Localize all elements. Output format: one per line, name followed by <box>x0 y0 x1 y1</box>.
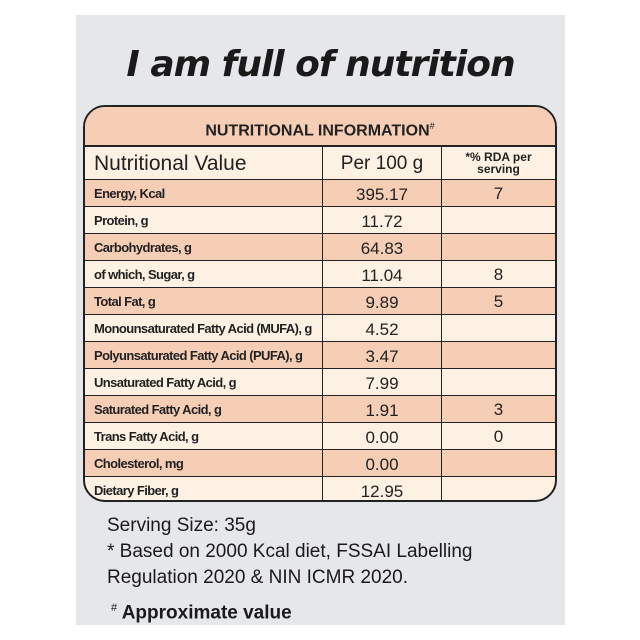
rda-value <box>442 207 555 233</box>
table-heading: NUTRITIONAL INFORMATION# <box>85 107 555 147</box>
rda-value <box>442 369 555 395</box>
per-100g-value: 395.17 <box>323 180 442 206</box>
column-header: *% RDA per serving <box>442 147 555 179</box>
rda-note-line1: * Based on 2000 Kcal diet, FSSAI Labelli… <box>107 541 473 562</box>
nutrient-name: Dietary Fiber, g <box>85 477 323 500</box>
footnotes: Serving Size: 35g * Based on 2000 Kcal d… <box>107 513 472 591</box>
table-row: Trans Fatty Acid, g 0.00 0 <box>85 423 555 450</box>
nutrient-name: Protein, g <box>85 207 323 233</box>
rda-value <box>442 234 555 260</box>
heading-mark: # <box>429 121 435 131</box>
rda-value: 8 <box>493 265 504 284</box>
per-100g-value: 7.99 <box>323 369 442 395</box>
table-row: Monounsaturated Fatty Acid (MUFA), g 4.52 <box>85 315 555 342</box>
column-header-row: Nutritional Value Per 100 g *% RDA per s… <box>85 147 555 180</box>
table-heading-text: NUTRITIONAL INFORMATION <box>205 122 430 140</box>
rda-value <box>442 477 555 500</box>
per-100g-value: 0.00 <box>323 423 442 449</box>
table-row: Carbohydrates, g 64.83 <box>85 234 555 261</box>
table-row: Saturated Fatty Acid, g 1.91 3 <box>85 396 555 423</box>
table-row: Unsaturated Fatty Acid, g 7.99 <box>85 369 555 396</box>
serving-size: Serving Size: 35g <box>107 515 256 536</box>
nutrient-name: Cholesterol, mg <box>85 450 323 476</box>
column-header: Per 100 g <box>323 147 442 179</box>
per-100g-value: 1.91 <box>323 396 442 422</box>
per-100g-value: 12.95 <box>323 477 442 500</box>
per-100g-value: 9.89 <box>323 288 442 314</box>
nutrient-name: Energy, Kcal <box>85 180 323 206</box>
column-header: Nutritional Value <box>85 147 323 179</box>
rda-value <box>442 342 555 368</box>
rda-value <box>442 315 555 341</box>
table-row: of which, Sugar, g 11.04 8 <box>85 261 555 288</box>
rda-value: 3 <box>493 400 504 419</box>
table-row: Dietary Fiber, g 12.95 <box>85 477 555 500</box>
table-row: Energy, Kcal 395.17 7 <box>85 180 555 207</box>
per-100g-value: 4.52 <box>323 315 442 341</box>
nutrient-name: Unsaturated Fatty Acid, g <box>85 369 323 395</box>
per-100g-value: 0.00 <box>323 450 442 476</box>
rda-value: 5 <box>493 292 504 311</box>
table-row: Cholesterol, mg 0.00 <box>85 450 555 477</box>
per-100g-value: 64.83 <box>323 234 442 260</box>
approx-text: Approximate value <box>121 602 292 624</box>
per-100g-value: 11.72 <box>323 207 442 233</box>
nutrient-name: Polyunsaturated Fatty Acid (PUFA), g <box>85 342 323 368</box>
approx-mark: # <box>111 602 118 614</box>
nutrient-name: Carbohydrates, g <box>85 234 323 260</box>
per-100g-value: 11.04 <box>323 261 442 287</box>
rda-value: 7 <box>493 184 504 203</box>
approx-note: # Approximate value <box>111 602 292 624</box>
nutrient-name: Saturated Fatty Acid, g <box>85 396 323 422</box>
rda-value <box>442 450 555 476</box>
page-title: I am full of nutrition <box>126 44 515 85</box>
rda-header-text: *% RDA per serving <box>465 150 532 176</box>
nutrient-name: Total Fat, g <box>85 288 323 314</box>
table-row: Protein, g 11.72 <box>85 207 555 234</box>
nutrient-name: Monounsaturated Fatty Acid (MUFA), g <box>85 315 323 341</box>
table-row: Polyunsaturated Fatty Acid (PUFA), g 3.47 <box>85 342 555 369</box>
per-100g-value: 3.47 <box>323 342 442 368</box>
rda-value: 0 <box>493 427 504 446</box>
nutrition-table: NUTRITIONAL INFORMATION# Nutritional Val… <box>83 105 557 502</box>
table-row: Total Fat, g 9.89 5 <box>85 288 555 315</box>
rda-note-line2: Regulation 2020 & NIN ICMR 2020. <box>107 567 408 588</box>
nutrient-name: Trans Fatty Acid, g <box>85 423 323 449</box>
nutrient-name: of which, Sugar, g <box>85 261 323 287</box>
